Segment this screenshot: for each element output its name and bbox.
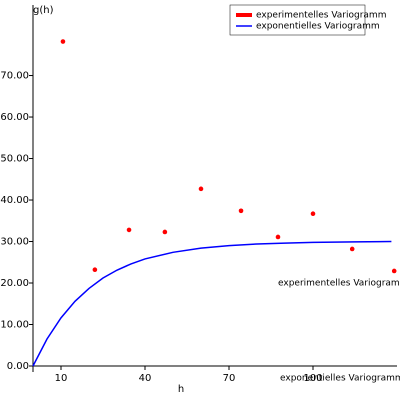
- point: [238, 208, 244, 214]
- y-tick-label: 20.00: [0, 278, 29, 289]
- legend: experimentelles Variogrammexponentielles…: [229, 4, 386, 36]
- y-tick-label: 50.00: [0, 154, 29, 165]
- y-tick-label: 0.00: [7, 361, 29, 372]
- y-tick-label: 10.00: [0, 320, 29, 331]
- y-axis-label: g(h): [33, 5, 54, 16]
- point: [60, 39, 66, 44]
- point: [92, 267, 98, 273]
- point: [198, 186, 204, 192]
- point: [275, 234, 281, 240]
- legend-label: experimentelles Variogramm: [256, 11, 386, 21]
- y-tick-label: 30.00: [0, 237, 29, 248]
- annotation: exponentielles Variogramm: [280, 374, 400, 384]
- y-tick-label: 70.00: [0, 71, 29, 82]
- legend-box: [229, 4, 366, 36]
- point: [349, 246, 355, 252]
- x-tick-label: 100: [303, 373, 322, 384]
- line: [32, 240, 392, 367]
- x-tick-label: 70: [223, 373, 236, 384]
- point: [310, 211, 316, 217]
- annotation: experimentelles Variogramm: [278, 279, 400, 289]
- x-tick-label: 10: [55, 373, 68, 384]
- point: [126, 227, 132, 233]
- y-tick-label: 60.00: [0, 112, 29, 123]
- x-tick-label: 40: [139, 373, 152, 384]
- legend-label: exponentielles Variogramm: [256, 22, 380, 32]
- point: [391, 268, 397, 274]
- x-axis-label: h: [178, 384, 184, 395]
- point: [162, 229, 168, 235]
- y-tick-label: 40.00: [0, 195, 29, 206]
